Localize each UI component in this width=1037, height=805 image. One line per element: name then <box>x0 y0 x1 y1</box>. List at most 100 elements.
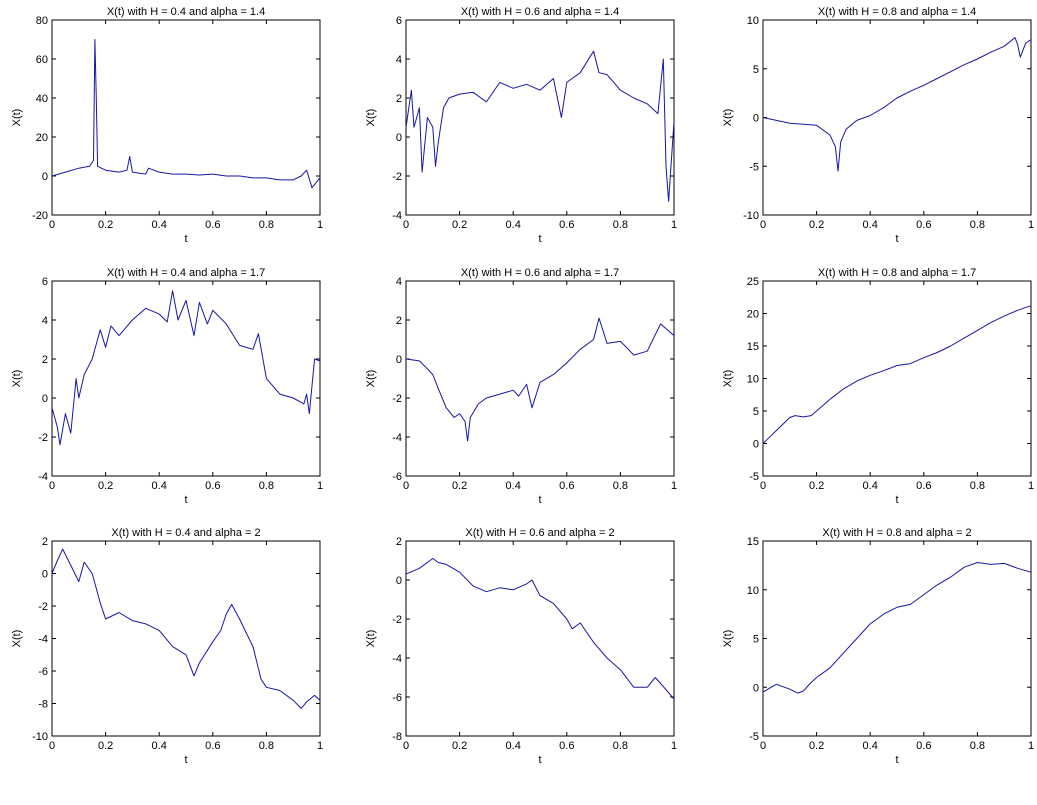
x-tick-label: 0.4 <box>506 480 521 492</box>
y-tick-label: 0 <box>396 354 402 366</box>
chart-panel: X(t) with H = 0.8 and alpha = 1.7 0 0.2 0.4… <box>722 267 1034 506</box>
x-tick-label: 0.2 <box>809 740 824 752</box>
x-tick-label: 0.8 <box>613 219 628 231</box>
x-tick-label: 0.4 <box>863 740 878 752</box>
plot-frame <box>405 280 675 477</box>
x-tick-label: 0 <box>760 219 766 231</box>
x-tick-label: 0.8 <box>259 219 274 231</box>
x-tick-label: 1 <box>317 480 323 492</box>
y-tick-label: 25 <box>747 276 759 288</box>
y-tick-label: 5 <box>753 406 759 418</box>
x-tick-label: 0.4 <box>152 219 167 231</box>
x-axis-label: t <box>895 494 898 506</box>
y-tick-label: -5 <box>749 161 759 173</box>
y-tick-label: 40 <box>36 93 48 105</box>
plot-frame <box>762 540 1032 737</box>
chart-title: X(t) with H = 0.6 and alpha = 2 <box>465 527 614 539</box>
y-tick-label: -2 <box>392 171 402 183</box>
series-line <box>762 305 1032 444</box>
y-tick-label: 2 <box>396 93 402 105</box>
y-tick-label: 0 <box>42 569 48 581</box>
y-tick-label: -5 <box>749 471 759 483</box>
plot-frame <box>405 540 675 737</box>
y-tick-label: 80 <box>36 15 48 27</box>
x-axis-label: t <box>895 754 898 766</box>
y-tick-label: -2 <box>392 614 402 626</box>
chart-title: X(t) with H = 0.4 and alpha = 1.4 <box>107 6 265 18</box>
y-tick-label: -4 <box>38 471 48 483</box>
x-tick-label: 0.6 <box>559 480 574 492</box>
y-tick-label: -5 <box>749 731 759 743</box>
y-axis-label: X(t) <box>722 630 734 648</box>
y-tick-label: 2 <box>42 354 48 366</box>
y-tick-label: -6 <box>392 471 402 483</box>
x-tick-label: 0 <box>760 480 766 492</box>
chart-title: X(t) with H = 0.6 and alpha = 1.4 <box>461 6 619 18</box>
series-line <box>405 558 675 700</box>
x-tick-label: 0.8 <box>970 480 985 492</box>
y-tick-label: 2 <box>42 536 48 548</box>
x-tick-label: 1 <box>1028 740 1034 752</box>
y-tick-label: 10 <box>747 585 759 597</box>
x-tick-label: 0.2 <box>452 480 467 492</box>
y-tick-label: -8 <box>38 699 48 711</box>
chart-panel: X(t) with H = 0.6 and alpha = 1.4 0 0.2 0.4… <box>365 6 677 245</box>
x-tick-label: 0.2 <box>809 219 824 231</box>
x-axis-label: t <box>184 494 187 506</box>
x-tick-label: 0.6 <box>916 740 931 752</box>
y-tick-label: -10 <box>743 210 759 222</box>
chart-title: X(t) with H = 0.8 and alpha = 1.7 <box>818 267 976 279</box>
y-tick-label: 5 <box>753 64 759 76</box>
y-axis-label: X(t) <box>11 630 23 648</box>
y-tick-label: 15 <box>747 536 759 548</box>
y-tick-label: 6 <box>396 15 402 27</box>
x-tick-label: 0 <box>49 480 55 492</box>
series-line <box>51 548 321 709</box>
y-tick-label: -4 <box>38 634 48 646</box>
y-tick-label: 0 <box>396 575 402 587</box>
y-axis-label: X(t) <box>11 370 23 388</box>
x-tick-label: 1 <box>671 219 677 231</box>
plot-frame <box>405 19 675 216</box>
y-axis-label: X(t) <box>365 630 377 648</box>
y-tick-label: -6 <box>392 692 402 704</box>
y-tick-label: 15 <box>747 341 759 353</box>
y-tick-label: 2 <box>396 315 402 327</box>
plot-frame <box>762 280 1032 477</box>
x-tick-label: 0.2 <box>98 480 113 492</box>
y-tick-label: 4 <box>396 54 402 66</box>
plot-frame <box>762 19 1032 216</box>
x-axis-label: t <box>538 754 541 766</box>
y-tick-label: -4 <box>392 432 402 444</box>
series-line <box>51 290 321 446</box>
series-line <box>51 39 321 189</box>
x-tick-label: 0 <box>760 740 766 752</box>
y-axis-label: X(t) <box>365 109 377 127</box>
x-axis-label: t <box>184 233 187 245</box>
x-tick-label: 0.8 <box>613 480 628 492</box>
x-tick-label: 1 <box>671 740 677 752</box>
x-tick-label: 0.6 <box>916 480 931 492</box>
series-line <box>762 562 1032 694</box>
y-tick-label: -10 <box>32 731 48 743</box>
x-tick-label: 0.6 <box>205 219 220 231</box>
series-line <box>405 317 675 442</box>
y-tick-label: 0 <box>42 393 48 405</box>
y-tick-label: 60 <box>36 54 48 66</box>
y-tick-label: 20 <box>36 132 48 144</box>
x-tick-label: 0.4 <box>152 480 167 492</box>
chart-title: X(t) with H = 0.4 and alpha = 2 <box>111 527 260 539</box>
x-tick-label: 0.8 <box>613 740 628 752</box>
x-tick-label: 0.8 <box>970 219 985 231</box>
x-tick-label: 0 <box>49 219 55 231</box>
x-tick-label: 1 <box>317 740 323 752</box>
chart-title: X(t) with H = 0.8 and alpha = 1.4 <box>818 6 976 18</box>
x-tick-label: 0.6 <box>559 219 574 231</box>
x-tick-label: 0 <box>403 219 409 231</box>
y-tick-label: -4 <box>392 210 402 222</box>
x-tick-label: 1 <box>317 219 323 231</box>
x-axis-label: t <box>538 494 541 506</box>
x-axis-label: t <box>184 754 187 766</box>
y-axis-label: X(t) <box>11 109 23 127</box>
